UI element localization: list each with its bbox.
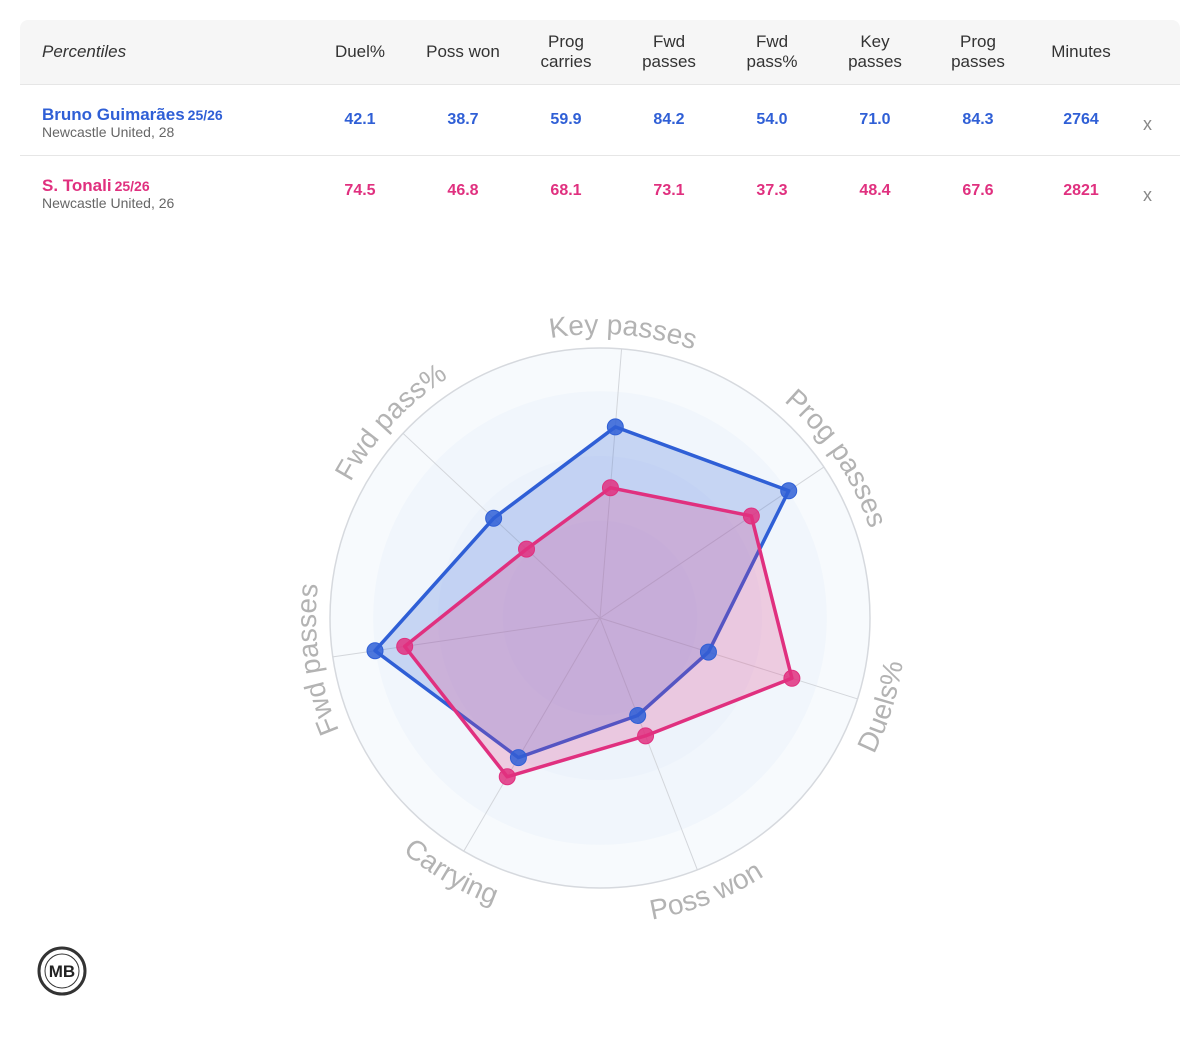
- value-cell: 46.8: [447, 182, 479, 199]
- value-cell: 73.1: [653, 182, 685, 199]
- percentiles-table: Percentiles Duel% Poss won Prog carries F…: [20, 20, 1180, 226]
- table-row: S. Tonali 25/26 Newcastle United, 26 74.5…: [20, 156, 1180, 226]
- series-point-1: [601, 479, 619, 497]
- remove-player-button[interactable]: x: [1143, 113, 1152, 134]
- series-point-0: [699, 643, 717, 661]
- series-point-1: [637, 727, 655, 745]
- player-team-age: Newcastle United, 26: [42, 195, 175, 211]
- player-name[interactable]: S. Tonali 25/26: [42, 176, 150, 195]
- column-header[interactable]: Duel%: [334, 42, 386, 61]
- series-polygon-0: [373, 425, 791, 760]
- value-cell: 2821: [1063, 182, 1099, 199]
- column-header[interactable]: Fwd pass%: [746, 32, 798, 71]
- column-header[interactable]: Prog carries: [540, 32, 592, 71]
- series-point-1: [742, 507, 760, 525]
- remove-player-button[interactable]: x: [1143, 184, 1152, 205]
- series-polygon-1: [402, 485, 794, 779]
- series-point-0: [606, 418, 624, 436]
- series-point-0: [629, 706, 647, 724]
- radar-spoke: [599, 617, 698, 871]
- value-cell: 67.6: [962, 182, 994, 199]
- table-row: Bruno Guimarães 25/26 Newcastle United, 2…: [20, 85, 1180, 156]
- value-cell: 71.0: [859, 111, 891, 128]
- value-cell: 2764: [1063, 111, 1099, 128]
- series-point-1: [396, 637, 414, 655]
- radar-outer-ring: [329, 347, 871, 889]
- series-point-0: [485, 509, 503, 527]
- column-header[interactable]: Prog passes: [951, 32, 1005, 71]
- value-cell: 84.3: [962, 111, 994, 128]
- series-point-0: [366, 642, 384, 660]
- column-header[interactable]: Poss won: [426, 42, 500, 61]
- value-cell: 37.3: [756, 182, 788, 199]
- value-cell: 68.1: [550, 182, 582, 199]
- table-header: Percentiles Duel% Poss won Prog carries F…: [20, 20, 1180, 85]
- value-cell: 48.4: [859, 182, 891, 199]
- value-cell: 59.9: [550, 111, 582, 128]
- player-season: 25/26: [114, 178, 150, 194]
- column-header[interactable]: Key passes: [848, 32, 902, 71]
- radar-spoke: [463, 617, 601, 852]
- mb-logo: MB: [37, 946, 87, 996]
- radar-spoke: [599, 617, 858, 700]
- player-season: 25/26: [187, 107, 223, 123]
- percentiles-header: Percentiles: [42, 42, 127, 61]
- series-point-0: [509, 749, 527, 767]
- logo-text: MB: [49, 962, 75, 981]
- series-point-1: [783, 669, 801, 687]
- radar-spoke: [402, 432, 601, 619]
- series-point-1: [518, 540, 536, 558]
- value-cell: 74.5: [344, 182, 376, 199]
- value-cell: 38.7: [447, 111, 479, 128]
- series-point-0: [780, 482, 798, 500]
- column-header[interactable]: Minutes: [1051, 42, 1111, 61]
- player-team-age: Newcastle United, 28: [42, 124, 175, 140]
- value-cell: 84.2: [653, 111, 685, 128]
- player-name[interactable]: Bruno Guimarães 25/26: [42, 105, 223, 124]
- column-header[interactable]: Fwd passes: [642, 32, 696, 71]
- value-cell: 54.0: [756, 111, 788, 128]
- series-point-1: [498, 768, 516, 786]
- value-cell: 42.1: [344, 111, 376, 128]
